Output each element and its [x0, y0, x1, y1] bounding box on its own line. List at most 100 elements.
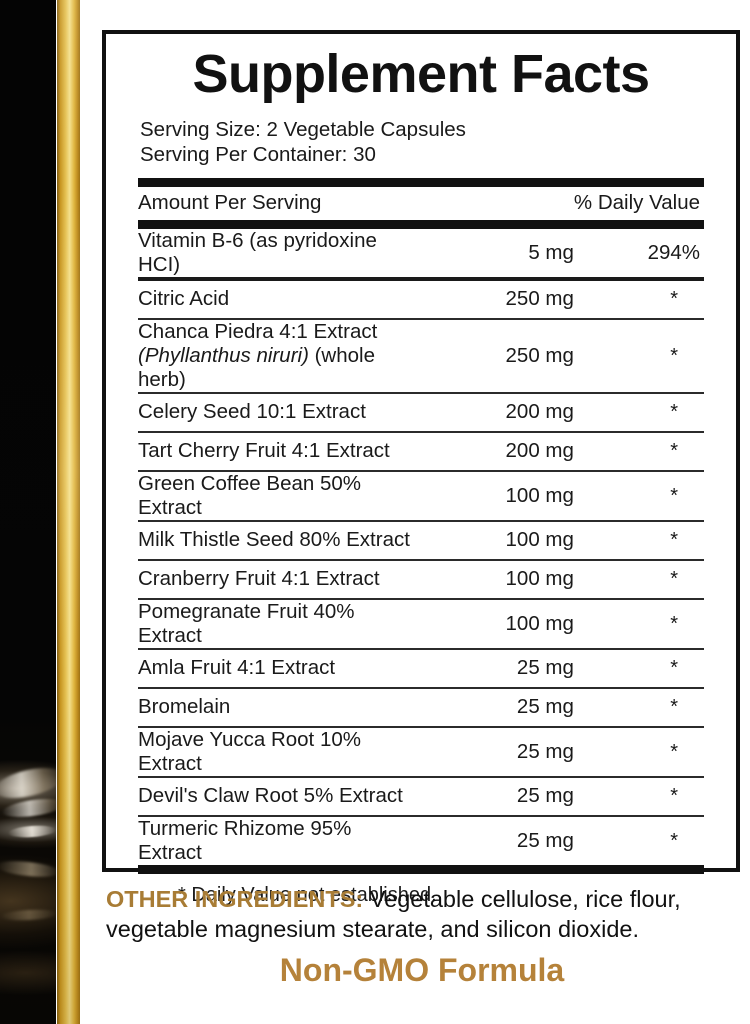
table-rule-thin: [138, 597, 704, 600]
header-daily-value: % Daily Value: [573, 191, 700, 215]
table-row: Celery Seed 10:1 Extract 200 mg *: [138, 394, 704, 431]
ingredient-name: Citric Acid: [138, 287, 230, 311]
left-black-band: [0, 0, 67, 1024]
table-row: Chanca Piedra 4:1 Extract (Phyllanthus ni…: [138, 320, 704, 392]
table-rule-thin: [138, 775, 704, 778]
ingredient-name-line: Chanca Piedra 4:1 Extract: [138, 319, 378, 343]
other-ingredients-label: OTHER INGREDIENTS:: [106, 886, 364, 912]
daily-value-asterisk: *: [670, 696, 678, 719]
ingredient-daily-value: *: [574, 281, 704, 318]
daily-value-asterisk: *: [670, 484, 678, 507]
ingredient-amount: 25 mg: [516, 739, 574, 763]
table-rule-thin-line: [138, 430, 704, 433]
table-row: Amla Fruit 4:1 Extract 25 mg *: [138, 650, 704, 687]
table-rule-thin: [138, 814, 704, 817]
table-rule-thin-line: [138, 317, 704, 320]
page-title: Supplement Facts: [192, 44, 650, 104]
table-rule-thin: [138, 686, 704, 689]
ingredient-amount: 25 mg: [516, 828, 574, 852]
ingredient-amount: 100 mg: [505, 528, 574, 552]
table-row: Citric Acid 250 mg *: [138, 281, 704, 318]
daily-value-asterisk: *: [670, 568, 678, 591]
ingredient-name: Bromelain: [138, 695, 231, 719]
ingredient-name: Turmeric Rhizome 95% Extract: [138, 816, 352, 864]
table-row: Devil's Claw Root 5% Extract 25 mg *: [138, 778, 704, 815]
ingredient-botanical-line: (Phyllanthus niruri) (whole herb): [138, 343, 375, 391]
daily-value-asterisk: *: [670, 529, 678, 552]
table-rule-thin: [138, 558, 704, 561]
ingredient-name: Vitamin B-6 (as pyridoxine HCI): [138, 228, 377, 276]
daily-value-asterisk: *: [670, 657, 678, 680]
smoke-wisp-icon: [0, 908, 59, 922]
ingredient-daily-value: *: [574, 817, 704, 865]
ingredient-amount: 200 mg: [505, 439, 574, 463]
ingredient-amount: 5 mg: [528, 240, 574, 264]
ingredient-amount: 100 mg: [505, 483, 574, 507]
ingredient-daily-value: *: [574, 778, 704, 815]
ingredient-amount: 25 mg: [516, 695, 574, 719]
table-rule-thin-line: [138, 814, 704, 817]
table-row: Milk Thistle Seed 80% Extract 100 mg *: [138, 522, 704, 559]
ingredient-daily-value: *: [574, 650, 704, 687]
table-rule-thin-line: [138, 469, 704, 472]
table-rule-thin-line: [138, 391, 704, 394]
table-rule-thin-line: [138, 558, 704, 561]
daily-value-asterisk: *: [670, 440, 678, 463]
other-ingredients-text: Vegetable cellulose, rice flour, vegetab…: [106, 886, 681, 943]
table-row: Vitamin B-6 (as pyridoxine HCI) 5 mg 294%: [138, 229, 704, 277]
daily-value-asterisk: *: [670, 829, 678, 852]
servings-per-container-line: Serving Per Container: 30: [140, 142, 376, 166]
botanical-name: (Phyllanthus niruri): [138, 343, 309, 367]
smoke-wisp-icon: [0, 858, 61, 880]
table-row: Green Coffee Bean 50% Extract 100 mg *: [138, 472, 704, 520]
ingredient-daily-value: *: [574, 433, 704, 470]
ingredient-daily-value: *: [574, 522, 704, 559]
ingredient-name: Tart Cherry Fruit 4:1 Extract: [138, 439, 390, 463]
supplement-facts-panel: Supplement Facts Serving Size: 2 Vegetab…: [102, 30, 740, 906]
table-rule-thin: [138, 519, 704, 522]
facts-table-wrap: Amount Per Serving % Daily Value Vitamin B…: [138, 177, 704, 907]
ingredient-daily-value: *: [574, 394, 704, 431]
table-rule-thick: [138, 177, 704, 187]
smoke-wisp-icon: [7, 824, 57, 839]
table-rule-thick: [138, 864, 704, 874]
ingredient-daily-value: *: [574, 728, 704, 776]
table-rule-thick: [138, 219, 704, 229]
table-rule-thick-line: [138, 219, 704, 229]
table-row: Pomegranate Fruit 40% Extract 100 mg *: [138, 600, 704, 648]
table-row: Mojave Yucca Root 10% Extract 25 mg *: [138, 728, 704, 776]
ingredient-daily-value: 294%: [647, 240, 700, 264]
ingredient-amount: 250 mg: [505, 343, 574, 367]
table-rule-thin-line: [138, 775, 704, 778]
header-spacer: [414, 187, 574, 220]
table-rule-medium-line: [138, 276, 704, 281]
table-row: Bromelain 25 mg *: [138, 689, 704, 726]
serving-size-line: Serving Size: 2 Vegetable Capsules: [140, 117, 466, 141]
ingredient-amount: 25 mg: [516, 656, 574, 680]
ingredient-amount: 200 mg: [505, 400, 574, 424]
ingredient-name: Milk Thistle Seed 80% Extract: [138, 528, 410, 552]
supplement-facts-table: Amount Per Serving % Daily Value Vitamin B…: [138, 177, 704, 874]
ingredient-amount: 100 mg: [505, 567, 574, 591]
other-ingredients: OTHER INGREDIENTS: Vegetable cellulose, …: [106, 884, 750, 944]
daily-value-asterisk: *: [670, 785, 678, 808]
table-row: Cranberry Fruit 4:1 Extract 100 mg *: [138, 561, 704, 598]
table-rule-thin-line: [138, 597, 704, 600]
ingredient-name: Cranberry Fruit 4:1 Extract: [138, 567, 380, 591]
ingredient-name: Amla Fruit 4:1 Extract: [138, 656, 336, 680]
left-gold-stripe: [57, 0, 80, 1024]
table-rule-thin: [138, 469, 704, 472]
table-row: Tart Cherry Fruit 4:1 Extract 200 mg *: [138, 433, 704, 470]
daily-value-note: * Daily Value not established.: [178, 883, 437, 906]
table-rule-thin-line: [138, 647, 704, 650]
table-rule-thick-line: [138, 864, 704, 874]
table-rule-thin: [138, 317, 704, 320]
serving-info: Serving Size: 2 Vegetable Capsules Servi…: [140, 117, 736, 167]
smoke-wisp-icon: [1, 795, 65, 821]
daily-value-asterisk: *: [670, 612, 678, 635]
ingredient-name: Devil's Claw Root 5% Extract: [138, 784, 403, 808]
table-rule-thin: [138, 647, 704, 650]
ingredient-amount: 250 mg: [505, 287, 574, 311]
daily-value-asterisk: *: [670, 740, 678, 763]
ingredient-name: Pomegranate Fruit 40% Extract: [138, 599, 355, 647]
